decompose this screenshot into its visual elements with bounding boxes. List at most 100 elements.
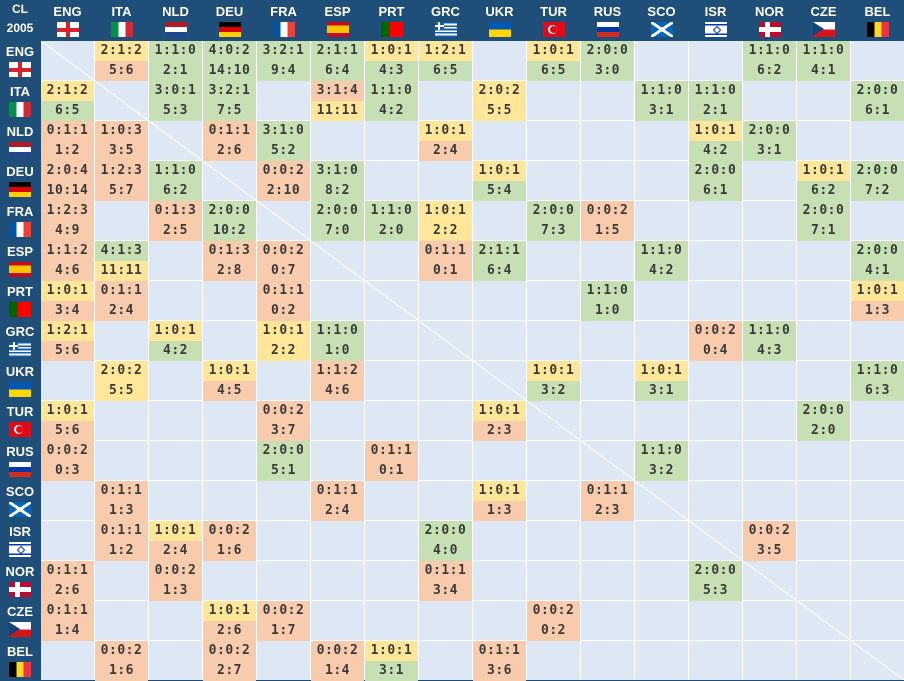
win-draw-loss: 2:0:0	[851, 161, 904, 181]
goals: 0:3	[41, 461, 94, 481]
empty-cell	[797, 361, 850, 400]
empty-cell	[527, 281, 580, 320]
win-draw-loss: 1:0:1	[473, 481, 526, 501]
match-cell-ita-ukr: 2:0:2 5:5	[473, 81, 526, 121]
empty-cell	[419, 481, 472, 520]
self-cell	[257, 201, 310, 240]
win-draw-loss: 1:0:1	[365, 41, 418, 61]
win-draw-loss: 1:0:1	[41, 281, 94, 301]
goals: 1:6	[203, 541, 256, 561]
empty-cell	[419, 361, 472, 400]
goals: 5:6	[41, 421, 94, 441]
italy-flag-icon	[9, 102, 31, 117]
goals: 7:3	[527, 221, 580, 241]
match-cell-esp-eng: 1:1:2 4:6	[41, 241, 94, 281]
goals: 0:2	[527, 621, 580, 641]
match-cell-deu-bel: 2:0:0 7:2	[851, 161, 904, 201]
italy-flag-icon	[110, 22, 133, 37]
empty-cell	[311, 561, 364, 600]
empty-cell	[365, 241, 418, 280]
win-draw-loss: 0:0:2	[257, 241, 310, 261]
column-header-bel: BEL	[851, 0, 904, 40]
goals: 4:6	[311, 381, 364, 401]
empty-cell	[851, 521, 904, 560]
goals: 3:5	[95, 141, 148, 161]
czechia-flag-icon	[9, 622, 31, 637]
france-flag-icon	[9, 222, 31, 237]
win-draw-loss: 0:1:1	[581, 481, 634, 501]
row-header-cze: CZE	[0, 601, 40, 640]
goals: 0:2	[257, 301, 310, 321]
goals: 2:6	[203, 621, 256, 641]
match-cell-nld-grc: 1:0:1 2:4	[419, 121, 472, 161]
empty-cell	[851, 401, 904, 440]
win-draw-loss: 1:0:1	[365, 641, 418, 661]
year-label: 2005	[6, 21, 34, 35]
empty-cell	[527, 641, 580, 680]
empty-cell	[419, 161, 472, 200]
win-draw-loss: 2:1:2	[41, 81, 94, 101]
empty-cell	[689, 41, 742, 80]
match-cell-rus-sco: 1:1:0 3:2	[635, 441, 688, 481]
empty-cell	[581, 241, 634, 280]
goals: 6:4	[311, 61, 364, 81]
win-draw-loss: 2:0:0	[419, 521, 472, 541]
win-draw-loss: 1:0:1	[689, 121, 742, 141]
win-draw-loss: 1:0:1	[527, 361, 580, 381]
win-draw-loss: 0:1:1	[473, 641, 526, 661]
match-cell-cze-eng: 0:1:1 1:4	[41, 601, 94, 641]
win-draw-loss: 2:0:0	[797, 401, 850, 421]
empty-cell	[527, 521, 580, 560]
win-draw-loss: 1:2:3	[95, 161, 148, 181]
column-header-prt: PRT	[365, 0, 418, 40]
empty-cell	[41, 481, 94, 520]
table-corner-label: CL 2005	[0, 0, 40, 40]
empty-cell	[473, 561, 526, 600]
empty-cell	[311, 601, 364, 640]
empty-cell	[635, 321, 688, 360]
goals: 2:4	[149, 541, 202, 561]
self-cell	[743, 561, 796, 600]
empty-cell	[689, 401, 742, 440]
match-cell-esp-ita: 4:1:3 11:11	[95, 241, 148, 281]
match-cell-eng-nor: 1:1:0 6:2	[743, 41, 796, 81]
goals: 6:2	[797, 181, 850, 201]
win-draw-loss: 1:1:0	[365, 81, 418, 101]
win-draw-loss: 2:0:0	[527, 201, 580, 221]
norway-flag-icon	[758, 22, 781, 37]
goals: 2:1	[149, 61, 202, 81]
goals: 4:3	[743, 341, 796, 361]
column-header-sco: SCO	[635, 0, 688, 40]
goals: 2:8	[203, 261, 256, 281]
empty-cell	[527, 441, 580, 480]
win-draw-loss: 0:0:2	[203, 521, 256, 541]
empty-cell	[473, 121, 526, 160]
column-header-nor: NOR	[743, 0, 796, 40]
win-draw-loss: 1:1:0	[851, 361, 904, 381]
row-team-code: ITA	[10, 84, 30, 99]
portugal-flag-icon	[380, 22, 403, 37]
match-cell-rus-prt: 0:1:1 0:1	[365, 441, 418, 481]
goals: 8:2	[311, 181, 364, 201]
goals: 7:5	[203, 101, 256, 121]
column-team-code: GRC	[431, 4, 460, 19]
win-draw-loss: 3:1:0	[257, 121, 310, 141]
goals: 6:1	[689, 181, 742, 201]
match-cell-grc-eng: 1:2:1 5:6	[41, 321, 94, 361]
goals: 2:5	[149, 221, 202, 241]
empty-cell	[635, 561, 688, 600]
goals: 11:11	[95, 261, 148, 281]
germany-flag-icon	[9, 182, 31, 197]
win-draw-loss: 0:1:1	[95, 521, 148, 541]
match-cell-bel-ita: 0:0:2 1:6	[95, 641, 148, 681]
empty-cell	[689, 641, 742, 680]
goals: 5:3	[689, 581, 742, 601]
empty-cell	[473, 521, 526, 560]
win-draw-loss: 1:0:1	[149, 521, 202, 541]
empty-cell	[95, 601, 148, 640]
empty-cell	[149, 361, 202, 400]
empty-cell	[689, 441, 742, 480]
row-header-eng: ENG	[0, 41, 40, 80]
goals: 4:2	[365, 101, 418, 121]
empty-cell	[527, 321, 580, 360]
